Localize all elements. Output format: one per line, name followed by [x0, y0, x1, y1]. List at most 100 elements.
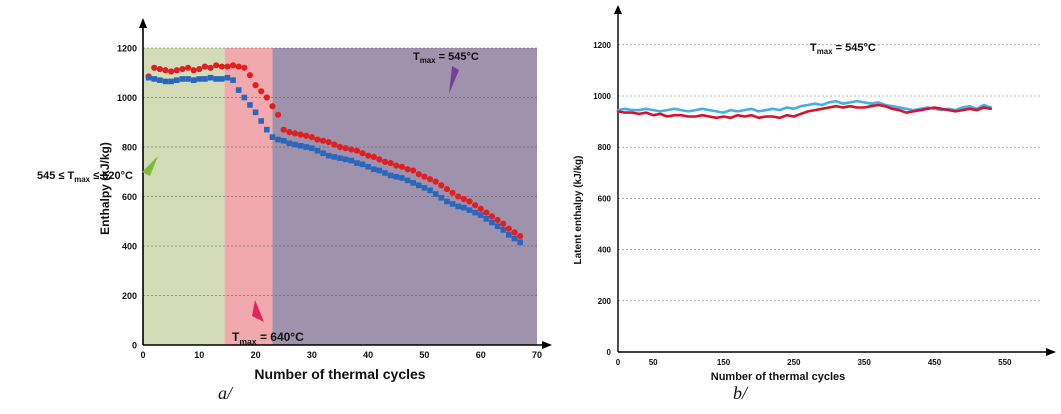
point-a-s1-51 — [432, 191, 439, 197]
point-a-s1-19 — [252, 109, 259, 116]
annotation-a-green: 545 ≤ Tmax ≤ 620°C — [37, 170, 133, 185]
point-a-s0-7 — [184, 64, 192, 71]
point-a-s1-55 — [455, 203, 461, 210]
point-a-s1-26 — [292, 141, 298, 148]
xtick-b-50: 50 — [649, 358, 658, 367]
point-a-s1-17 — [241, 94, 248, 101]
caption-b: b/ — [733, 383, 748, 403]
point-a-s1-2 — [157, 77, 163, 83]
point-a-s0-56 — [460, 195, 467, 203]
ylabel-b: Latent enthalpy (kJ/kg) — [573, 156, 584, 265]
point-a-s1-13 — [219, 76, 225, 82]
point-a-s0-16 — [235, 63, 242, 70]
point-a-s1-21 — [264, 126, 270, 133]
annotation-b-tmax: Tmax = 545°C — [810, 42, 876, 57]
point-a-s0-63 — [500, 220, 507, 227]
point-a-s1-35 — [342, 156, 349, 163]
ytick-b-200: 200 — [598, 297, 612, 306]
point-a-s0-57 — [466, 198, 473, 205]
point-a-s1-47 — [410, 180, 416, 186]
point-a-s0-3 — [162, 67, 169, 74]
xtick-b-0: 0 — [616, 358, 621, 367]
ytick-b-600: 600 — [598, 194, 612, 203]
point-a-s0-17 — [241, 64, 248, 71]
point-a-s0-15 — [229, 62, 237, 69]
point-a-s1-22 — [269, 134, 276, 140]
ytick-b-800: 800 — [598, 143, 612, 152]
point-a-s1-24 — [280, 138, 287, 144]
point-a-s0-59 — [477, 205, 484, 212]
point-a-s0-34 — [336, 143, 344, 151]
point-a-s0-10 — [201, 63, 209, 70]
point-a-s0-24 — [280, 126, 287, 133]
point-a-s1-66 — [517, 239, 523, 246]
point-a-s0-23 — [274, 111, 282, 118]
point-a-s1-34 — [337, 155, 343, 161]
point-a-s1-39 — [365, 164, 371, 170]
xlabel-b: Number of thermal cycles — [711, 371, 846, 383]
point-a-s0-28 — [303, 132, 310, 139]
xtick-b-250: 250 — [787, 358, 801, 367]
point-a-s0-18 — [246, 72, 254, 79]
point-a-s0-47 — [410, 167, 417, 174]
xaxis-arrow-b — [1046, 348, 1056, 356]
ytick-a-600: 600 — [122, 192, 137, 202]
point-a-s0-9 — [196, 65, 203, 73]
xtick-a-30: 30 — [307, 350, 317, 360]
point-a-s0-33 — [331, 141, 338, 148]
point-a-s1-4 — [168, 78, 174, 85]
point-a-s1-36 — [348, 157, 355, 164]
annotation-a-purple: Tmax = 545°C — [413, 51, 479, 66]
xtick-a-20: 20 — [251, 350, 261, 360]
point-a-s1-20 — [258, 118, 264, 124]
point-a-s0-66 — [517, 233, 524, 240]
point-a-s1-60 — [483, 215, 490, 222]
point-a-s0-27 — [297, 131, 304, 138]
xtick-a-10: 10 — [194, 350, 204, 360]
point-a-s1-16 — [235, 87, 242, 93]
point-a-s0-41 — [376, 156, 383, 163]
point-a-s1-48 — [416, 182, 422, 189]
point-a-s1-5 — [173, 77, 180, 83]
arrow-a-pink — [252, 300, 264, 322]
point-a-s1-25 — [286, 140, 293, 147]
point-a-s1-12 — [213, 76, 219, 82]
point-a-s1-14 — [224, 74, 231, 81]
point-a-s0-60 — [483, 209, 490, 216]
ytick-b-1000: 1000 — [593, 92, 611, 101]
point-a-s0-58 — [471, 202, 479, 209]
point-a-s0-19 — [252, 82, 259, 89]
ytick-a-1000: 1000 — [117, 93, 137, 103]
point-a-s0-14 — [224, 63, 231, 70]
point-a-s0-8 — [190, 67, 197, 74]
point-a-s0-11 — [207, 64, 214, 71]
annotation-a-pink: Tmax = 640°C — [232, 330, 304, 347]
ytick-b-1200: 1200 — [593, 41, 611, 50]
point-a-s0-13 — [218, 63, 225, 70]
xlabel-a: Number of thermal cycles — [254, 366, 425, 382]
ytick-a-400: 400 — [122, 242, 137, 252]
point-a-s1-45 — [399, 175, 405, 181]
point-a-s1-37 — [354, 160, 360, 166]
point-a-s0-38 — [359, 150, 366, 157]
point-a-s1-7 — [185, 76, 191, 82]
point-a-s0-12 — [213, 62, 220, 69]
xtick-a-70: 70 — [532, 350, 542, 360]
point-a-s1-9 — [196, 76, 203, 82]
point-a-s0-52 — [438, 182, 445, 189]
point-a-s0-45 — [398, 163, 406, 170]
point-a-s0-39 — [365, 152, 372, 159]
point-a-s1-6 — [179, 76, 186, 82]
point-a-s1-31 — [320, 150, 326, 156]
point-a-s1-41 — [376, 167, 383, 174]
xtick-a-60: 60 — [476, 350, 486, 360]
point-a-s1-11 — [207, 74, 214, 81]
point-a-s0-61 — [488, 213, 496, 220]
point-a-s0-43 — [387, 159, 394, 167]
point-a-s1-65 — [511, 235, 518, 242]
point-a-s1-3 — [162, 78, 169, 85]
point-a-s0-42 — [381, 158, 389, 165]
yaxis-arrow-b — [614, 5, 622, 14]
point-a-s0-49 — [421, 173, 428, 180]
